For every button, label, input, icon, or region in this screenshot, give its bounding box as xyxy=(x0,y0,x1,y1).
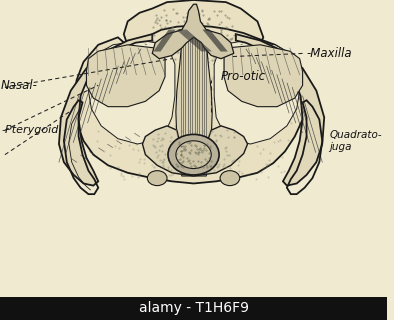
Text: Quadrato-
juga: Quadrato- juga xyxy=(329,130,382,152)
Bar xyxy=(0,297,387,320)
Polygon shape xyxy=(86,45,165,107)
Ellipse shape xyxy=(147,171,167,186)
Text: alamy - T1H6F9: alamy - T1H6F9 xyxy=(139,301,249,315)
Polygon shape xyxy=(59,34,152,186)
Text: -Pterygoid: -Pterygoid xyxy=(2,125,59,135)
Polygon shape xyxy=(152,4,234,59)
Polygon shape xyxy=(224,45,303,107)
Text: Pro-otic: Pro-otic xyxy=(221,70,266,83)
Polygon shape xyxy=(143,126,247,176)
Text: -Maxilla: -Maxilla xyxy=(307,47,352,60)
Ellipse shape xyxy=(168,134,219,175)
Polygon shape xyxy=(236,34,324,186)
Ellipse shape xyxy=(220,171,240,186)
Polygon shape xyxy=(124,0,263,71)
Polygon shape xyxy=(74,26,307,183)
Ellipse shape xyxy=(176,141,211,169)
Polygon shape xyxy=(88,41,175,144)
Polygon shape xyxy=(214,41,300,144)
Polygon shape xyxy=(176,30,212,176)
Text: Nasal-: Nasal- xyxy=(1,79,38,92)
